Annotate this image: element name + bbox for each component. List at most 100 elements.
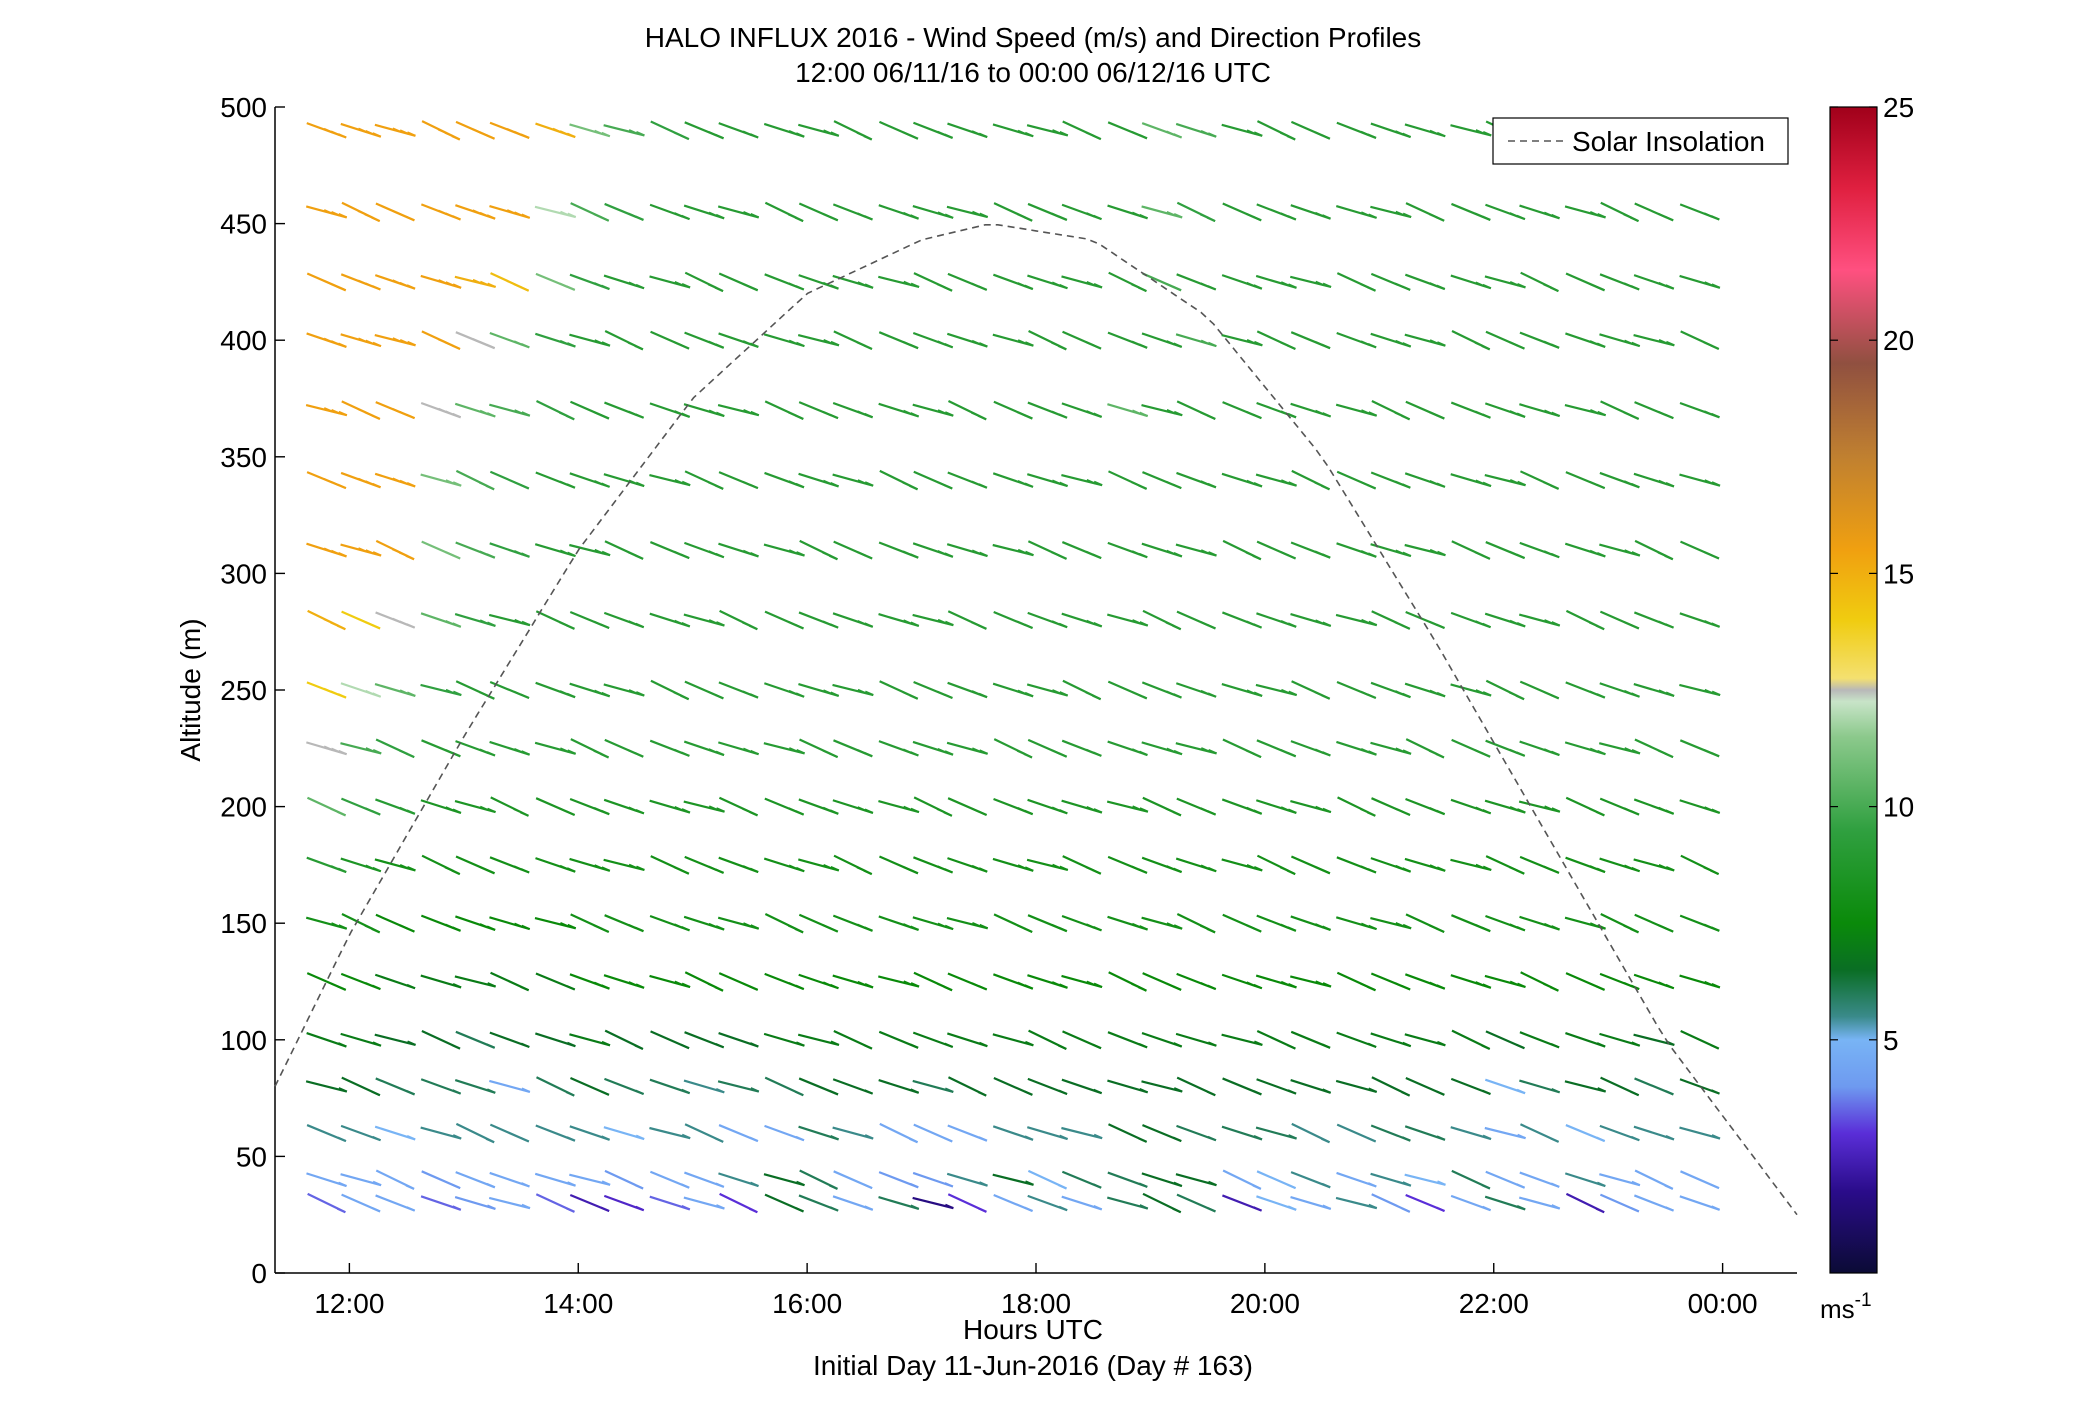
wind-barb-shaft <box>763 543 805 557</box>
wind-barb-shaft <box>912 613 954 627</box>
wind-barb-flag <box>680 751 690 757</box>
wind-barb-shaft <box>1404 543 1446 557</box>
wind-barb-flag <box>486 1182 496 1189</box>
wind-barb-flag <box>566 483 576 489</box>
wind-barb-flag <box>937 340 947 346</box>
wind-barb-flag <box>1509 478 1519 485</box>
wind-barb-flag <box>714 986 724 992</box>
wind-barb-flag <box>750 213 760 219</box>
wind-barb-flag <box>1589 282 1599 289</box>
wind-barb-flag <box>1287 554 1296 560</box>
wind-barb <box>1222 611 1262 629</box>
wind-barb-flag <box>788 981 798 988</box>
wind-barb <box>1450 1077 1491 1096</box>
wind-barb-flag <box>1623 807 1633 813</box>
wind-barb <box>992 543 1034 557</box>
wind-barb-flag <box>486 1088 496 1094</box>
wind-barb <box>340 122 382 138</box>
wind-barb <box>535 471 576 489</box>
wind-barb-flag <box>338 749 348 756</box>
wind-barb-flag <box>487 807 496 814</box>
wind-barb-flag <box>1206 216 1216 223</box>
wind-barb <box>764 913 804 934</box>
wind-barb <box>1027 540 1067 560</box>
wind-barb <box>306 272 347 292</box>
wind-barb-flag <box>1322 925 1331 931</box>
wind-barb-flag <box>1509 550 1519 557</box>
solar-insolation-curve <box>274 224 1798 1216</box>
wind-barb-flag <box>1315 409 1324 416</box>
wind-barb <box>649 473 691 487</box>
wind-barb <box>1485 203 1526 221</box>
wind-barb <box>1599 1124 1640 1142</box>
wind-barb-flag <box>910 807 920 814</box>
wind-barb-flag <box>1436 284 1446 290</box>
wind-barb <box>1106 613 1149 627</box>
wind-barb-flag <box>864 481 874 487</box>
wind-barb-flag <box>1322 1204 1332 1210</box>
wind-barb-flag <box>936 982 946 989</box>
wind-barb-flag <box>902 748 912 754</box>
wind-barb-flag <box>788 747 798 753</box>
wind-barb-flag <box>1321 134 1331 140</box>
wind-barb-flag <box>1367 693 1377 699</box>
wind-barb-flag <box>566 1041 576 1048</box>
wind-barb-flag <box>1509 281 1519 287</box>
wind-barb-flag <box>715 1042 725 1049</box>
wind-barb-flag <box>1516 621 1526 628</box>
wind-barb-flag <box>788 411 797 417</box>
wind-barb <box>993 973 1034 990</box>
wind-barb-flag <box>1394 480 1404 486</box>
wind-barb-flag <box>1657 410 1667 417</box>
x-tick-label: 22:00 <box>1459 1288 1529 1319</box>
wind-barb-flag <box>364 981 374 988</box>
wind-barb-flag <box>1596 285 1605 292</box>
wind-barb-flag <box>406 1206 416 1212</box>
wind-barb-flag <box>903 980 913 986</box>
wind-barb-flag <box>903 805 913 812</box>
wind-barb-shaft <box>569 333 611 347</box>
wind-barb-flag <box>1596 342 1606 348</box>
wind-barb <box>1027 1169 1067 1190</box>
wind-barb <box>340 1124 381 1142</box>
wind-barb-flag <box>1166 130 1175 136</box>
y-tick-label: 400 <box>220 325 267 356</box>
wind-barb-flag <box>452 622 462 628</box>
wind-barb-shaft <box>305 1080 348 1093</box>
wind-barb-flag <box>822 551 832 557</box>
wind-barb-flag <box>520 811 529 817</box>
wind-barb <box>455 1171 496 1189</box>
wind-barb-flag <box>1092 344 1102 350</box>
wind-barb-flag <box>674 281 684 287</box>
wind-barb-flag <box>330 747 340 754</box>
wind-barb-flag <box>1589 982 1599 988</box>
wind-barb-flag <box>1481 554 1491 560</box>
wind-barb <box>1404 1173 1446 1186</box>
wind-barb-flag <box>978 1041 988 1048</box>
wind-barb-flag <box>1597 410 1607 417</box>
wind-barb-flag <box>1245 551 1255 557</box>
wind-barb-flag <box>937 549 947 556</box>
wind-barb-flag <box>944 342 954 349</box>
wind-barb <box>878 975 920 988</box>
wind-barb-flag <box>1172 285 1182 292</box>
wind-barb-flag <box>521 1087 531 1093</box>
wind-barb-flag <box>635 622 645 629</box>
wind-barb-shaft <box>649 1126 691 1140</box>
wind-barb <box>1484 275 1526 289</box>
wind-barb-shaft <box>1221 123 1263 137</box>
wind-barb-flag <box>1516 214 1526 221</box>
wind-barb <box>1141 404 1183 417</box>
wind-barb <box>913 796 953 817</box>
wind-barb-flag <box>1131 922 1141 929</box>
wind-barb <box>569 797 610 816</box>
wind-barb <box>798 973 839 990</box>
wind-barb-flag <box>472 338 482 344</box>
wind-barb-flag <box>601 284 610 290</box>
wind-barb <box>1141 681 1182 699</box>
wind-barb-flag <box>452 926 461 932</box>
wind-barb-flag <box>1245 924 1255 930</box>
wind-barb <box>993 797 1034 816</box>
wind-barb <box>420 683 462 697</box>
wind-barb <box>947 122 988 139</box>
